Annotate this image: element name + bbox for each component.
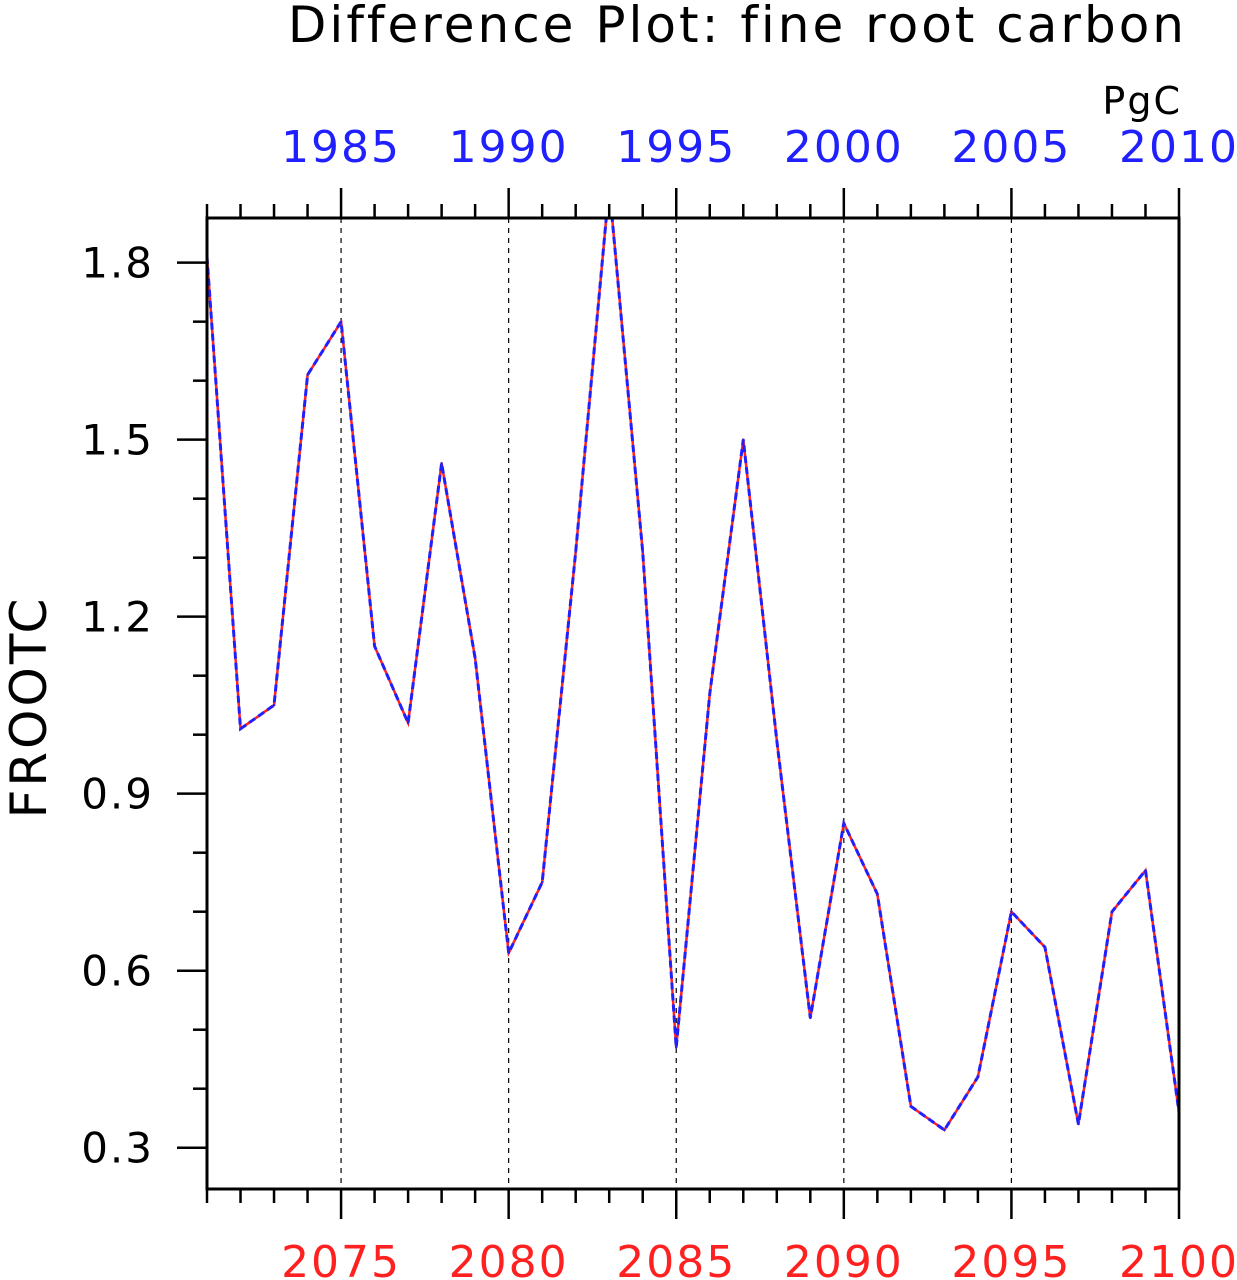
data-point: [1110, 910, 1114, 913]
data-point: [541, 881, 544, 884]
data-point: [1043, 945, 1047, 949]
data-point: [742, 438, 745, 441]
x-top-tick-label: 2000: [784, 122, 904, 173]
y-tick-label: 1.8: [81, 239, 154, 288]
data-point: [1144, 869, 1147, 872]
x-bottom-tick-label: 2095: [951, 1237, 1071, 1280]
x-top-tick-label: 2010: [1119, 122, 1237, 173]
x-bottom-tick-label: 2075: [281, 1237, 401, 1280]
data-points: [207, 185, 1179, 1132]
units-label: PgC: [1102, 79, 1182, 123]
data-point: [440, 462, 443, 465]
data-point: [406, 721, 410, 725]
data-point: [339, 320, 343, 323]
data-point: [708, 692, 711, 695]
data-point: [641, 550, 644, 553]
tick-labels: 2075 2080 2085 2090 2095 2100 1985 1990 1995 2000…: [81, 122, 1237, 1280]
data-point: [306, 373, 309, 376]
data-point: [976, 1075, 980, 1079]
y-tick-label: 0.3: [81, 1124, 154, 1173]
y-axis-label: FROOTC: [0, 596, 58, 819]
data-point: [1010, 910, 1013, 913]
data-point: [608, 185, 610, 187]
data-point: [239, 727, 242, 730]
data-point: [876, 892, 879, 896]
data-point: [909, 1105, 913, 1108]
x-top-tick-label: 1990: [449, 122, 569, 173]
x-bottom-tick-label: 2090: [784, 1237, 904, 1280]
y-tick-label: 0.6: [81, 947, 154, 996]
data-point: [272, 704, 276, 707]
data-point: [842, 822, 845, 825]
data-point: [473, 656, 477, 660]
series-line-1: [207, 218, 1179, 1132]
data-point: [608, 185, 610, 187]
data-point: [373, 645, 376, 648]
axis-ticks: [177, 188, 1181, 1219]
x-bottom-tick-label: 2085: [616, 1237, 736, 1280]
data-point: [943, 1128, 946, 1132]
chart-title: Difference Plot: fine root carbon: [288, 0, 1187, 54]
x-top-tick-label: 2005: [951, 122, 1071, 173]
x-bottom-tick-label: 2100: [1119, 1237, 1237, 1280]
grid-lines: [340, 218, 1013, 1189]
x-top-tick-label: 1985: [281, 122, 401, 173]
y-tick-label: 0.9: [81, 770, 154, 819]
y-tick-label: 1.2: [81, 593, 154, 642]
y-tick-label: 1.5: [81, 416, 154, 465]
data-point: [809, 1016, 812, 1020]
x-top-tick-label: 1995: [616, 122, 736, 173]
series-line-2: [207, 218, 1179, 1133]
data-point: [775, 739, 778, 742]
x-bottom-tick-label: 2080: [449, 1237, 569, 1280]
data-point: [574, 550, 577, 553]
plot-frame: [205, 216, 1181, 1191]
data-point: [675, 1046, 678, 1049]
series-lines: [207, 218, 1179, 1133]
data-point: [507, 951, 510, 955]
data-point: [1077, 1122, 1080, 1126]
